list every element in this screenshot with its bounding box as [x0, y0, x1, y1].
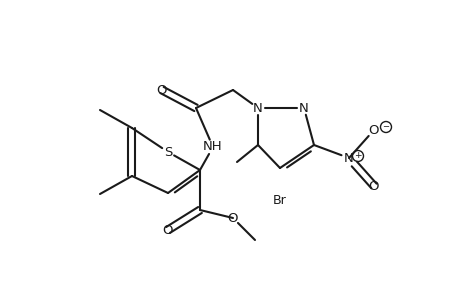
Text: O: O	[368, 124, 378, 136]
Text: N: N	[252, 101, 262, 115]
Text: N: N	[343, 152, 353, 164]
Text: Br: Br	[273, 194, 286, 206]
Text: +: +	[353, 152, 361, 160]
Text: O: O	[227, 212, 238, 224]
Text: −: −	[382, 122, 389, 131]
Text: S: S	[163, 146, 172, 158]
Text: O: O	[157, 83, 167, 97]
Text: O: O	[162, 224, 173, 236]
Text: N: N	[298, 101, 308, 115]
Text: O: O	[368, 179, 378, 193]
Text: NH: NH	[203, 140, 222, 154]
